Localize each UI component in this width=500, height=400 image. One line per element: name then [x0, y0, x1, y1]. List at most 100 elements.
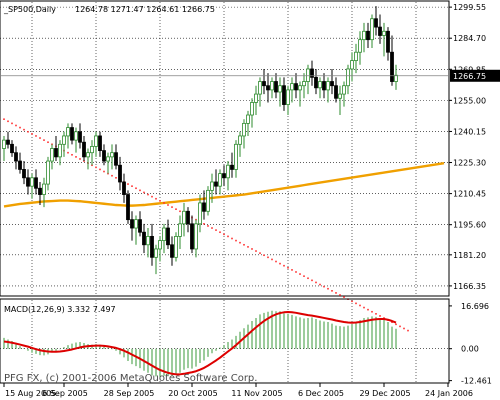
- sar-dot: [243, 243, 245, 246]
- candle-body: [50, 148, 54, 162]
- price-tick-label: 1255.00: [453, 96, 486, 105]
- candle: [378, 14, 382, 44]
- sar-dot: [391, 321, 393, 324]
- candle-body: [338, 93, 342, 99]
- candle-body: [18, 160, 22, 170]
- candle-body: [298, 85, 302, 91]
- macd-label: MACD(12,26,9) 3.332 7.497: [4, 305, 116, 314]
- candle-body: [378, 26, 382, 36]
- sar-dot: [267, 256, 269, 259]
- candle-body: [394, 74, 398, 82]
- sar-dot: [79, 158, 81, 160]
- candle: [22, 161, 26, 185]
- candle: [246, 110, 250, 136]
- candle-body: [302, 81, 306, 87]
- candle: [106, 152, 110, 174]
- price-tick-label: 1284.70: [453, 34, 486, 43]
- candle: [278, 77, 282, 107]
- candle-body: [202, 202, 206, 212]
- time-tick-label: 28 Sep 2005: [104, 389, 155, 398]
- candle: [314, 68, 318, 95]
- candle: [346, 64, 350, 95]
- sar-dot: [339, 294, 341, 296]
- candle: [354, 43, 358, 74]
- candle: [218, 169, 222, 195]
- candle: [202, 190, 206, 220]
- candle: [162, 223, 166, 254]
- sar-dot: [167, 204, 169, 206]
- price-pane[interactable]: _SP500,Daily 1264.78 1271.47 1264.61 126…: [0, 0, 450, 332]
- candle-body: [170, 244, 174, 258]
- candle-body: [242, 122, 246, 137]
- sar-dot: [203, 223, 205, 225]
- candle-body: [22, 169, 26, 179]
- candle: [90, 140, 94, 166]
- macd-signal-line: [3, 311, 397, 376]
- sar-dot: [283, 264, 285, 267]
- price-grid: [0, 2, 449, 295]
- sar-dot: [175, 208, 177, 210]
- sar-dot: [367, 308, 369, 311]
- candle: [166, 219, 170, 249]
- candle: [54, 135, 58, 162]
- candle: [114, 144, 118, 170]
- candle-body: [126, 194, 130, 221]
- sar-dot: [127, 183, 129, 185]
- candle-body: [226, 164, 230, 179]
- sar-dot: [407, 329, 409, 332]
- macd-pane[interactable]: MACD(12,26,9) 3.332 7.497 PFG FX, (c) 20…: [0, 298, 450, 384]
- candle-body: [54, 148, 58, 158]
- candle: [226, 161, 230, 191]
- candle: [50, 144, 54, 170]
- sar-dot: [371, 310, 373, 313]
- time-tick-label: 15 Aug 2005: [5, 389, 56, 398]
- candle: [262, 68, 266, 95]
- candle: [78, 123, 82, 149]
- candle: [198, 194, 202, 233]
- candle-body: [178, 223, 182, 237]
- candle-body: [38, 187, 42, 195]
- sar-dot: [11, 122, 13, 125]
- candle: [42, 177, 46, 208]
- sar-dot: [139, 189, 141, 192]
- sar-dot: [211, 227, 213, 229]
- candle: [186, 207, 190, 233]
- price-tick-label: 1210.45: [453, 190, 486, 199]
- candle-body: [194, 223, 198, 250]
- candle: [394, 64, 398, 90]
- candle-body: [218, 173, 222, 187]
- candles-layer: [2, 6, 398, 275]
- candle-body: [322, 81, 326, 91]
- candle: [390, 35, 394, 86]
- sar-dot: [15, 124, 17, 127]
- candle-body: [254, 93, 258, 103]
- sar-dot: [275, 260, 277, 263]
- candle: [138, 211, 142, 237]
- candle: [222, 165, 226, 187]
- candle-body: [118, 164, 122, 183]
- macd-pane-frame: [0, 298, 450, 384]
- candle: [374, 6, 378, 36]
- sar-dot: [291, 269, 293, 271]
- candle: [118, 156, 122, 191]
- sar-dot: [27, 130, 29, 133]
- sar-dot: [3, 118, 5, 120]
- candle-body: [246, 114, 250, 124]
- candle: [230, 152, 234, 178]
- price-axis: 1166.35 1181.20 1195.60 1210.45 1225.30 1240.…: [449, 3, 500, 291]
- candle-body: [334, 85, 338, 99]
- macd-tick-label: 0.00: [461, 345, 479, 354]
- sar-dot: [115, 177, 117, 179]
- candle: [326, 77, 330, 103]
- price-tick-label: 1181.20: [453, 251, 486, 260]
- candle: [366, 22, 370, 49]
- sar-dot: [155, 197, 157, 200]
- candle-body: [318, 81, 322, 89]
- candle-body: [102, 150, 106, 162]
- candle-body: [222, 173, 226, 179]
- candle-body: [142, 231, 146, 246]
- candle-body: [330, 81, 334, 87]
- candle: [342, 81, 346, 107]
- sar-dot: [231, 237, 233, 240]
- candle: [330, 68, 334, 95]
